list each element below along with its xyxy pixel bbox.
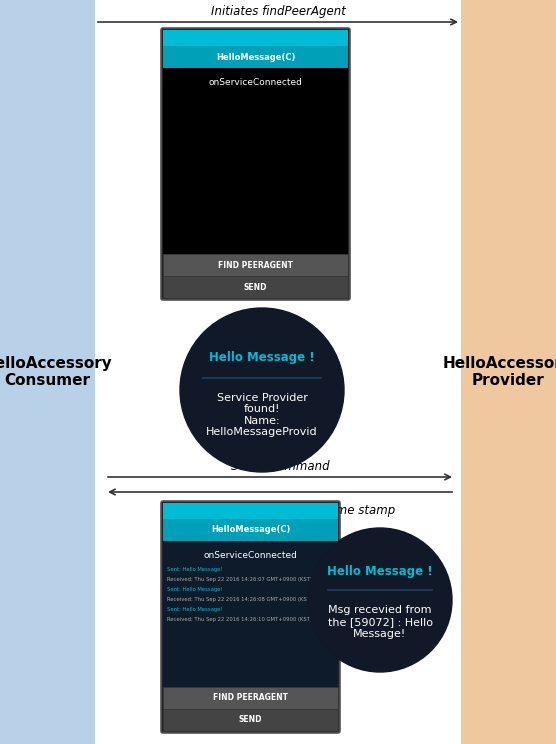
Text: HelloMessage(C): HelloMessage(C) xyxy=(211,525,290,534)
Text: Sends command: Sends command xyxy=(231,460,329,473)
Text: Msg recevied from
the [59072] : Hello
Message!: Msg recevied from the [59072] : Hello Me… xyxy=(327,606,433,638)
Text: Service Provider
found!
Name:
HelloMessageProvid: Service Provider found! Name: HelloMessa… xyxy=(206,393,318,437)
Circle shape xyxy=(180,308,344,472)
Text: Received: Thu Sep 22 2016 14:26:07 GMT+0900 (KST): Received: Thu Sep 22 2016 14:26:07 GMT+0… xyxy=(167,577,312,582)
Text: Sent: Hello Message!: Sent: Hello Message! xyxy=(167,607,223,612)
Bar xyxy=(163,687,338,709)
Bar xyxy=(163,503,338,519)
Bar xyxy=(163,541,338,687)
Text: SEND: SEND xyxy=(239,716,262,725)
Text: Received: Thu Sep 22 2016 14:26:10 GMT+0900 (KST): Received: Thu Sep 22 2016 14:26:10 GMT+0… xyxy=(167,617,312,622)
Text: FIND PEERAGENT: FIND PEERAGENT xyxy=(218,260,293,269)
Bar xyxy=(163,46,348,68)
Text: HelloAccessory
Consumer: HelloAccessory Consumer xyxy=(0,356,112,388)
Text: Hello Message !: Hello Message ! xyxy=(209,351,315,365)
Bar xyxy=(163,519,338,541)
Text: SEND: SEND xyxy=(244,283,267,292)
Text: FIND PEERAGENT: FIND PEERAGENT xyxy=(213,693,288,702)
Text: Reply to it with the current time stamp: Reply to it with the current time stamp xyxy=(165,504,395,517)
Text: Received: Thu Sep 22 2016 14:26:08 GMT+0900 (KST): Received: Thu Sep 22 2016 14:26:08 GMT+0… xyxy=(167,597,312,602)
Text: Sent: Hello Message!: Sent: Hello Message! xyxy=(167,567,223,572)
Text: Initiates findPeerAgent: Initiates findPeerAgent xyxy=(211,5,345,18)
Bar xyxy=(461,0,556,744)
Text: onServiceConnected: onServiceConnected xyxy=(208,78,302,87)
Text: HelloMessage(C): HelloMessage(C) xyxy=(216,53,295,62)
Bar xyxy=(163,30,348,46)
Bar xyxy=(163,709,338,731)
Bar xyxy=(163,254,348,276)
Circle shape xyxy=(308,528,452,672)
Text: onServiceConnected: onServiceConnected xyxy=(203,551,297,560)
Bar xyxy=(0,0,95,744)
Bar xyxy=(163,68,348,254)
FancyBboxPatch shape xyxy=(161,501,340,733)
Bar xyxy=(163,276,348,298)
FancyBboxPatch shape xyxy=(161,28,350,300)
Text: Sent: Hello Message!: Sent: Hello Message! xyxy=(167,587,223,592)
Text: Hello Message !: Hello Message ! xyxy=(327,565,433,579)
Text: HelloAccessory
Provider: HelloAccessory Provider xyxy=(443,356,556,388)
